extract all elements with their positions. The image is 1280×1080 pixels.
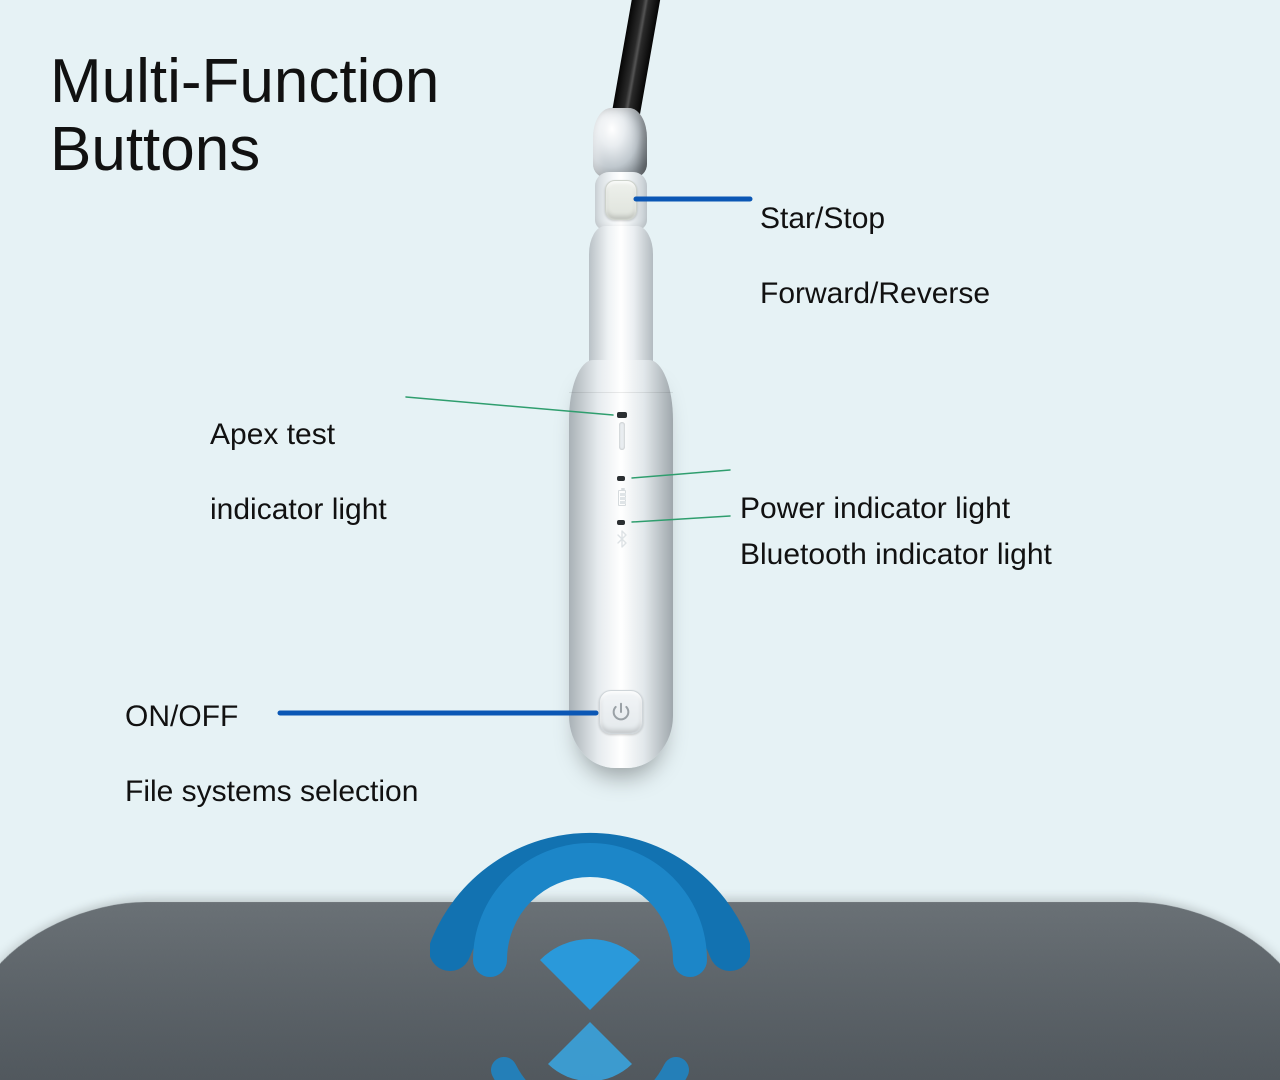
callout-line1: Star/Stop	[760, 200, 990, 238]
power-icon	[610, 701, 632, 723]
callout-bluetooth-light: Bluetooth indicator light	[740, 498, 1052, 611]
callout-line2: File systems selection	[125, 773, 418, 811]
bluetooth-icon	[615, 530, 629, 548]
callout-line1: ON/OFF	[125, 698, 418, 736]
slider-track	[619, 422, 625, 450]
apex-led	[617, 412, 627, 418]
start-stop-button[interactable]	[605, 180, 637, 220]
infographic-stage: Multi-Function Buttons	[0, 0, 1280, 1080]
bluetooth-led	[617, 520, 625, 525]
callout-start-stop: Star/Stop Forward/Reverse	[760, 162, 990, 350]
power-led	[617, 476, 625, 481]
callout-apex: Apex test indicator light	[210, 378, 387, 566]
callout-line1: Bluetooth indicator light	[740, 536, 1052, 574]
device-illustration	[555, 0, 675, 770]
callout-line1: Apex test	[210, 416, 387, 454]
callout-line2: Forward/Reverse	[760, 275, 990, 313]
page-title: Multi-Function Buttons	[50, 48, 439, 184]
callout-on-off: ON/OFF File systems selection	[125, 660, 418, 848]
device-seam	[569, 392, 673, 393]
callout-line2: indicator light	[210, 491, 387, 529]
device-neck	[593, 108, 647, 178]
power-button[interactable]	[599, 690, 643, 734]
battery-icon	[618, 490, 626, 506]
wireless-icon	[430, 810, 750, 1080]
